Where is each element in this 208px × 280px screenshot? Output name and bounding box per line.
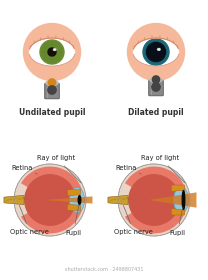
Circle shape <box>152 76 160 83</box>
Polygon shape <box>171 185 185 192</box>
Circle shape <box>40 40 64 64</box>
Text: Retina: Retina <box>115 165 141 174</box>
Circle shape <box>152 83 160 91</box>
Wedge shape <box>125 167 187 234</box>
Ellipse shape <box>173 187 189 213</box>
Circle shape <box>118 164 190 236</box>
Text: Pupil: Pupil <box>65 205 81 235</box>
Polygon shape <box>108 195 128 205</box>
Ellipse shape <box>29 38 75 66</box>
Circle shape <box>14 164 86 236</box>
Text: Retina: Retina <box>11 165 37 174</box>
Ellipse shape <box>46 80 58 86</box>
Circle shape <box>146 43 166 62</box>
Polygon shape <box>46 67 58 96</box>
Text: shutterstock.com · 2498807431: shutterstock.com · 2498807431 <box>65 267 143 272</box>
Ellipse shape <box>150 77 162 83</box>
Polygon shape <box>149 192 197 208</box>
Circle shape <box>128 174 180 226</box>
Text: Dilated pupil: Dilated pupil <box>128 108 184 117</box>
Ellipse shape <box>78 196 81 204</box>
Circle shape <box>24 24 80 81</box>
Polygon shape <box>45 196 93 204</box>
Text: Ray of light: Ray of light <box>37 155 81 183</box>
Polygon shape <box>67 190 81 196</box>
Polygon shape <box>171 209 185 215</box>
Wedge shape <box>21 167 83 234</box>
Text: Optic nerve: Optic nerve <box>10 206 49 235</box>
Circle shape <box>24 174 76 226</box>
FancyBboxPatch shape <box>45 83 59 99</box>
Ellipse shape <box>158 48 160 50</box>
Polygon shape <box>67 204 81 211</box>
Text: Undilated pupil: Undilated pupil <box>19 108 85 117</box>
Ellipse shape <box>53 49 56 50</box>
Ellipse shape <box>182 191 185 209</box>
Text: Pupil: Pupil <box>169 207 185 235</box>
Circle shape <box>48 48 56 56</box>
Circle shape <box>48 79 56 86</box>
FancyBboxPatch shape <box>149 80 163 96</box>
Text: Ray of light: Ray of light <box>141 155 185 183</box>
Ellipse shape <box>69 187 85 213</box>
Text: Optic nerve: Optic nerve <box>114 206 153 235</box>
Ellipse shape <box>133 38 179 66</box>
Polygon shape <box>4 195 24 205</box>
Circle shape <box>48 86 56 94</box>
Circle shape <box>143 39 169 65</box>
Circle shape <box>128 24 184 81</box>
